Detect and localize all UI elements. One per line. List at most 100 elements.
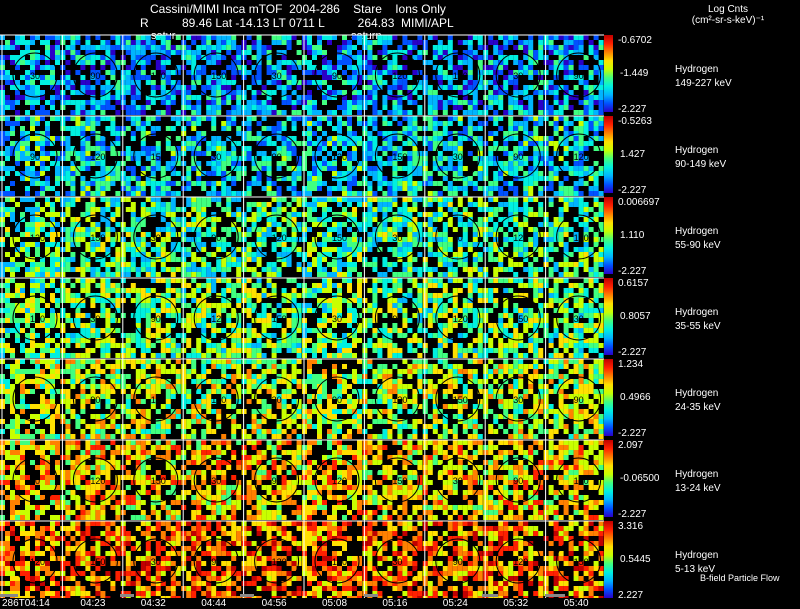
ring-label: 30 [513,395,523,405]
ring-label: 150 [574,557,589,567]
ring-label: 150 [211,395,226,405]
ring-arc [193,538,239,584]
panel-r5-c6: 150 [362,440,423,520]
ring-arc [374,538,420,584]
ring-arc [72,133,118,179]
panel-r6-c9: 150 [543,521,604,598]
panel-r4-c1: 90 [60,359,121,439]
ring-arc [12,376,58,422]
ring-label: 90 [392,314,402,324]
panel-r6-c1: 150 [60,521,121,598]
panel-r1-c2: 150 [120,116,181,196]
panel-r0-c1: 90 [60,35,121,115]
ring-label: 120 [90,476,105,486]
colorbar-min: -2.227 [618,509,647,520]
ring-label: 150 [151,476,166,486]
panel-r4-c5: 90 [302,359,362,439]
ring-arc [495,133,541,179]
ring-arc [12,52,58,98]
panel-r6-c5: 150 [302,521,362,598]
species-label: Hydrogen [675,307,719,318]
ring-label: 90 [453,233,463,243]
ring-label: 150 [30,314,45,324]
ring-arc [495,52,541,98]
ring-arc [556,52,602,98]
ring-arc [12,133,58,179]
ring-label: 120 [453,314,468,324]
ring-label: 30 [392,557,402,567]
time-label: 04:32 [140,598,166,609]
time-marker [240,594,254,597]
panel-r3-c7: 120 [422,278,483,358]
panel-r6-c6: 30 [362,521,423,598]
panel-r6-c0: 120 [0,521,60,598]
panel-r1-c4: 90 [241,116,302,196]
ring-label: 30 [453,152,463,162]
panel-r0-c6: 120 [362,35,423,115]
panel-r6-c2: 30 [120,521,181,598]
colorbar-max: 0.006697 [618,197,660,208]
panel-r3-c0: 150 [0,278,60,358]
panel-r2-c5: 150 [302,197,362,277]
ring-label: 120 [30,233,45,243]
time-label: 05:32 [503,598,529,609]
ring-label: 90 [30,476,40,486]
species-label: Hydrogen [675,226,719,237]
ring-label: 90 [90,395,100,405]
image-grid: 30 90 120 150 30 90 120 150 30 90 90 120 150 30 90 120 1… [0,34,604,598]
ring-arc [72,295,118,341]
ring-label: 150 [574,233,589,243]
chart-title: Cassini/MIMI Inca mTOF 2004-286 Stare Io… [150,2,446,16]
ring-label: 120 [151,395,166,405]
ring-arc [254,295,300,341]
panel-r5-c0: 90 [0,440,60,520]
panel-r0-c3: 150 [181,35,242,115]
ring-arc [556,295,602,341]
footer-note: B-field Particle Flow [700,573,780,583]
colorbar-max: 0.6157 [618,278,649,289]
ring-arc [133,133,179,179]
time-label: 04:23 [80,598,106,609]
colorbar-mid: 1.427 [620,149,646,160]
ring-label: 30 [272,71,282,81]
ring-label: 150 [392,152,407,162]
colorbar-max: -0.6702 [618,35,652,46]
ring-arc [374,457,420,503]
time-label: 04:44 [201,598,227,609]
panel-r1-c6: 150 [362,116,423,196]
ring-label: 120 [332,476,347,486]
time-marker [545,594,565,597]
ring-label: 90 [574,395,584,405]
colorbar-max: 1.234 [618,359,644,370]
panel-r3-c1: 30 [60,278,121,358]
time-marker [120,594,134,597]
ring-arc [435,457,481,503]
ring-arc [193,52,239,98]
panel-r4-c9: 90 [543,359,604,439]
ring-label: 90 [272,152,282,162]
panel-r0-c7: 150 [422,35,483,115]
energy-label: 13-24 keV [675,483,721,494]
ring-arc [133,457,179,503]
ring-arc [254,133,300,179]
ring-arc [12,457,58,503]
ring-label: 90 [90,71,100,81]
panel-r0-c9: 90 [543,35,604,115]
ring-label: 120 [513,557,528,567]
ring-arc [133,52,179,98]
ring-arc [133,538,179,584]
colorbar-min: -2.227 [618,347,647,358]
ring-label: 150 [272,314,287,324]
panel-r4-c3: 150 [181,359,242,439]
ring-arc [314,538,360,584]
panel-r4-c0: 30 [0,359,60,439]
colorbar-min: -2.227 [618,428,647,439]
panel-r0-c8: 30 [483,35,544,115]
colorbar-min: 2.227 [618,590,644,601]
ring-arc [72,214,118,260]
panel-r2-c9: 150 [543,197,604,277]
ring-label: 30 [151,557,161,567]
ring-label: 30 [151,233,161,243]
time-label: 05:08 [322,598,348,609]
ring-label: 90 [272,476,282,486]
